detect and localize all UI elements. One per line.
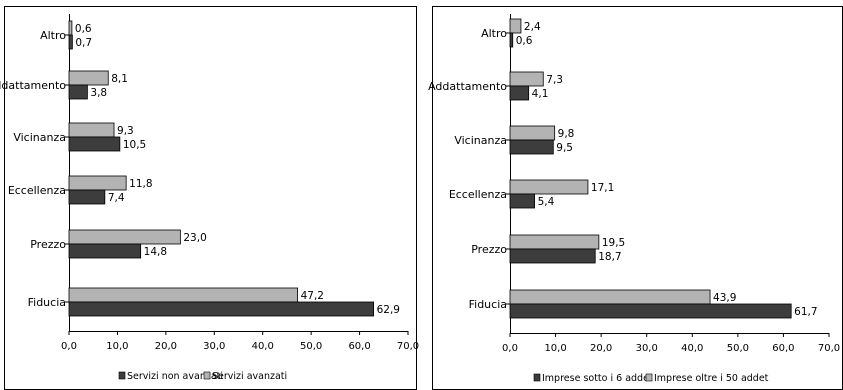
bar-dark — [68, 34, 73, 50]
bar-light — [509, 125, 556, 141]
legend-swatch — [533, 373, 541, 382]
data-label: 9,8 — [558, 128, 575, 140]
bar-dark — [509, 85, 530, 101]
x-tick-label: 20,0 — [155, 341, 177, 352]
chart-1: 0,0 10,0 20,0 30,0 40,0 50,0 60,0 70,0 Altro 0,6 0… — [0, 6, 419, 390]
chart-frame — [432, 6, 843, 390]
data-label: 4,1 — [532, 88, 549, 100]
x-tick-label: 0,0 — [61, 341, 77, 352]
bar-dark — [68, 84, 88, 100]
x-tick-label: 70,0 — [818, 343, 840, 354]
data-label: 3,8 — [90, 87, 107, 99]
data-label: 9,5 — [556, 142, 573, 154]
chart-2: 0,0 10,0 20,0 30,0 40,0 50,0 60,0 70,0 Altro 2,4 0… — [428, 6, 843, 390]
bar-dark — [509, 139, 554, 155]
data-label: 7,4 — [108, 192, 125, 204]
category-label: Fiducia — [28, 296, 66, 309]
bar-dark — [509, 32, 514, 48]
bar-light — [68, 175, 127, 191]
x-tick-label: 50,0 — [727, 343, 749, 354]
x-tick-label: 50,0 — [300, 341, 322, 352]
bar-light — [68, 287, 298, 303]
category-label: Vicinanza — [13, 131, 66, 144]
bar-light — [509, 234, 600, 250]
data-label: 17,1 — [591, 182, 614, 194]
data-label: 7,3 — [546, 74, 563, 86]
data-label: 0,6 — [75, 23, 92, 35]
data-label: 62,9 — [377, 304, 400, 316]
bar-light — [68, 229, 181, 245]
bar-light — [509, 289, 711, 305]
data-label: 8,1 — [111, 73, 128, 85]
x-tick-label: 10,0 — [106, 341, 128, 352]
data-label: 5,4 — [538, 196, 555, 208]
category-label: Prezzo — [30, 238, 66, 251]
bar-light — [509, 71, 544, 87]
x-tick-label: 30,0 — [203, 341, 225, 352]
x-tick-label: 40,0 — [252, 341, 274, 352]
x-tick-label: 40,0 — [681, 343, 703, 354]
data-label: 61,7 — [794, 306, 817, 318]
data-label: 19,5 — [602, 237, 625, 249]
category-label: Altro — [481, 27, 507, 40]
x-tick-label: 30,0 — [636, 343, 658, 354]
bar-dark — [509, 248, 596, 264]
x-tick-label: 60,0 — [348, 341, 370, 352]
legend-swatch — [203, 371, 211, 380]
data-label: 18,7 — [598, 251, 621, 263]
bar-dark — [68, 136, 121, 152]
category-label: Eccellenza — [449, 188, 507, 201]
bar-light — [68, 20, 73, 36]
data-label: 0,7 — [75, 37, 92, 49]
data-label: 23,0 — [183, 232, 206, 244]
data-label: 9,3 — [117, 125, 134, 137]
bar-light — [509, 179, 589, 195]
data-label: 2,4 — [524, 21, 541, 33]
bar-dark — [68, 301, 375, 317]
chart-frame — [4, 6, 417, 390]
category-label: Fiducia — [469, 298, 507, 311]
x-tick-label: 10,0 — [544, 343, 566, 354]
legend-swatch — [645, 373, 653, 382]
data-label: 10,5 — [123, 139, 146, 151]
legend-label: Imprese sotto i 6 addet — [542, 373, 653, 384]
x-tick-label: 70,0 — [397, 341, 419, 352]
x-tick-label: 60,0 — [772, 343, 794, 354]
legend-label: Servizi non avanzati — [127, 371, 223, 382]
legend-label: Imprese oltre i 50 addet — [654, 373, 769, 384]
category-label: Eccellenza — [8, 184, 66, 197]
data-label: 47,2 — [301, 290, 324, 302]
bar-light — [509, 18, 522, 34]
data-label: 14,8 — [144, 246, 167, 258]
x-tick-label: 0,0 — [502, 343, 518, 354]
legend-swatch — [118, 371, 126, 380]
category-label: Addattamento — [0, 79, 66, 92]
x-tick-label: 20,0 — [590, 343, 612, 354]
data-label: 0,6 — [516, 35, 533, 47]
legend-label: Servizi avanzati — [212, 371, 287, 382]
data-label: 43,9 — [713, 292, 736, 304]
data-label: 11,8 — [129, 178, 152, 190]
category-label: Prezzo — [471, 243, 507, 256]
bar-dark — [68, 189, 106, 205]
bar-light — [68, 122, 115, 138]
bar-dark — [509, 193, 536, 209]
category-label: Addattamento — [428, 80, 507, 93]
bar-dark — [509, 303, 792, 319]
category-label: Altro — [40, 29, 66, 42]
bar-dark — [68, 243, 142, 259]
category-label: Vicinanza — [454, 134, 507, 147]
bar-light — [68, 70, 109, 86]
